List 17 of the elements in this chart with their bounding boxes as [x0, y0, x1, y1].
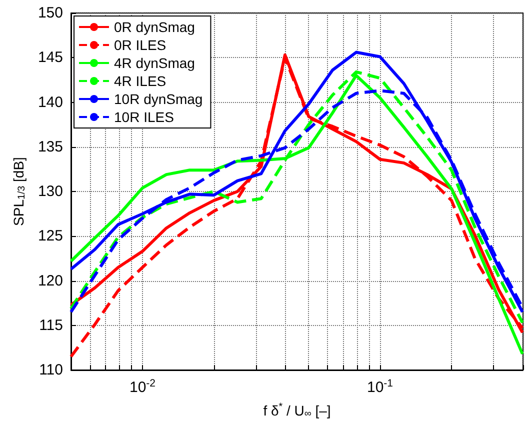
- y-tick-label: 145: [38, 49, 63, 66]
- legend-label: 0R ILES: [114, 37, 166, 53]
- y-tick-label: 110: [39, 362, 63, 378]
- x-axis-title: f δ* / U∞ [–]: [263, 402, 331, 420]
- legend-label: 10R ILES: [114, 109, 174, 125]
- legend-label: 10R dynSmag: [114, 91, 203, 107]
- legend-label: 4R ILES: [114, 73, 166, 89]
- y-tick-label: 125: [38, 228, 63, 245]
- legend-label: 4R dynSmag: [114, 55, 195, 71]
- y-axis-title: SPL1/3 [dB]: [10, 157, 28, 226]
- y-tick-label: 130: [38, 183, 63, 200]
- y-tick-label: 140: [38, 94, 63, 111]
- y-tick-label: 115: [39, 316, 63, 334]
- y-tick-label: 120: [38, 272, 63, 290]
- y-tick-label: 150: [38, 4, 63, 22]
- legend-label: 0R dynSmag: [114, 19, 195, 35]
- y-tick-label: 135: [38, 138, 63, 156]
